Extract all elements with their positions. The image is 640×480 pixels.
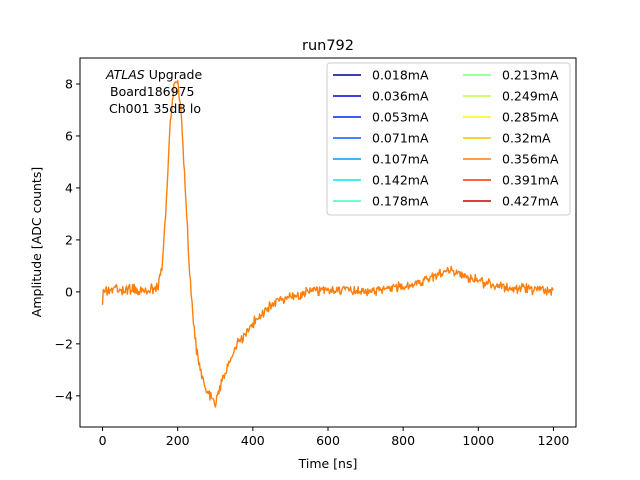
atlas-label: ATLAS <box>105 67 145 82</box>
y-axis: −4 −2 0 2 4 6 8 <box>55 76 80 403</box>
legend-label: 0.427mA <box>502 194 559 209</box>
x-tick-label: 200 <box>166 433 190 448</box>
legend: 0.018mA 0.036mA 0.053mA 0.071mA 0.107mA 0.142… <box>326 62 571 216</box>
legend-label: 0.142mA <box>372 173 429 188</box>
y-tick-label: 4 <box>65 180 73 195</box>
legend-label: 0.356mA <box>502 152 559 167</box>
upgrade-label: Upgrade <box>145 67 203 82</box>
x-tick-label: 1000 <box>462 433 494 448</box>
legend-label: 0.213mA <box>502 68 559 83</box>
y-tick-label: −4 <box>55 388 73 403</box>
legend-label: 0.249mA <box>502 89 559 104</box>
legend-label: 0.285mA <box>502 110 559 125</box>
y-tick-label: 2 <box>65 232 73 247</box>
legend-label: 0.178mA <box>372 194 429 209</box>
annotation: ATLAS Upgrade Board186975 Ch001 35dB lo <box>105 67 202 116</box>
legend-label: 0.391mA <box>502 173 559 188</box>
legend-label: 0.018mA <box>372 68 429 83</box>
x-tick-label: 600 <box>316 433 340 448</box>
chart-title: run792 <box>302 38 354 54</box>
x-tick-label: 400 <box>241 433 265 448</box>
x-tick-label: 0 <box>99 433 107 448</box>
legend-label: 0.107mA <box>372 152 429 167</box>
legend-label: 0.053mA <box>372 110 429 125</box>
y-axis-label: Amplitude [ADC counts] <box>29 167 44 317</box>
y-tick-label: 8 <box>65 76 73 91</box>
y-tick-label: −2 <box>55 336 73 351</box>
y-tick-label: 6 <box>65 128 73 143</box>
legend-label: 0.036mA <box>372 89 429 104</box>
legend-frame <box>326 62 571 216</box>
annotation-line-3: Ch001 35dB lo <box>109 101 201 116</box>
legend-label: 0.32mA <box>502 131 551 146</box>
series-layer <box>101 79 555 408</box>
x-tick-label: 800 <box>391 433 415 448</box>
x-axis-label: Time [ns] <box>298 456 358 471</box>
annotation-line-1: ATLAS Upgrade <box>105 67 202 82</box>
legend-label: 0.071mA <box>372 131 429 146</box>
x-tick-label: 1200 <box>538 433 570 448</box>
annotation-line-2: Board186975 <box>110 84 194 99</box>
x-axis: 0 200 400 600 800 1000 1200 <box>99 427 570 448</box>
y-tick-label: 0 <box>65 284 73 299</box>
series-line-0.356mA <box>101 79 555 408</box>
